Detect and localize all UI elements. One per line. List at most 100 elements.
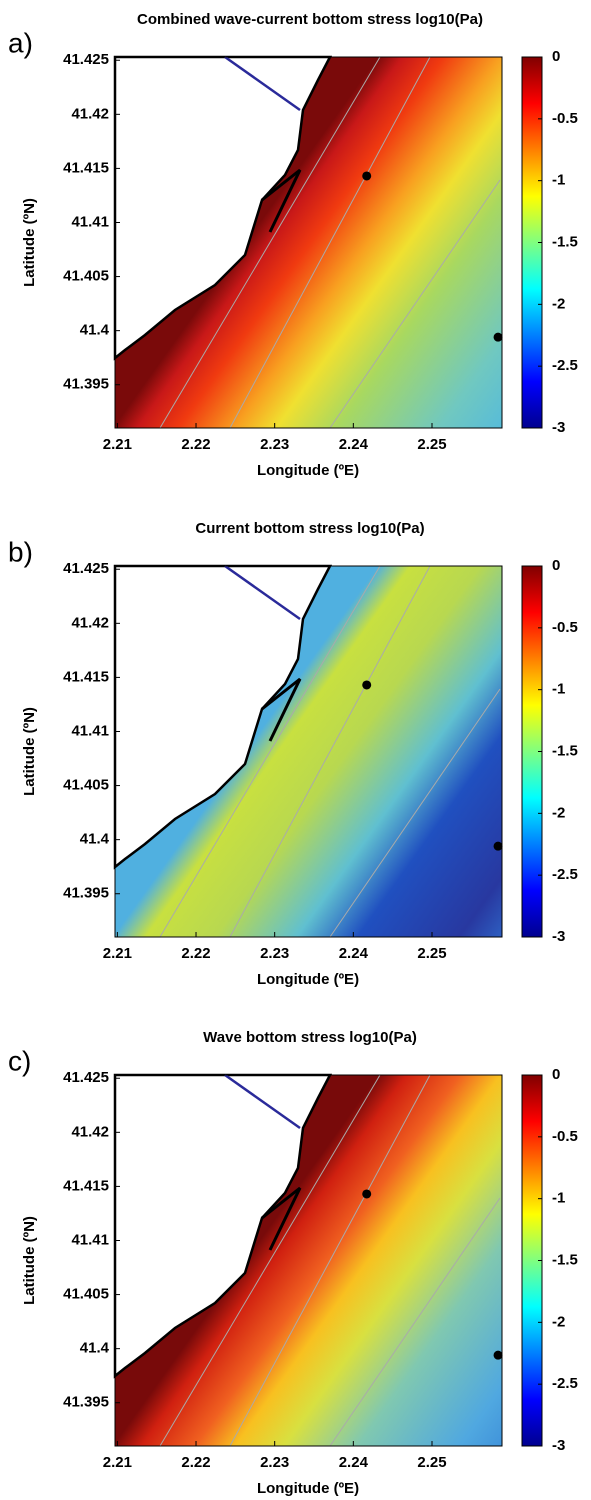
station	[362, 680, 372, 690]
contour	[159, 56, 381, 429]
y-tick-label: 41.42	[71, 1123, 109, 1140]
colorbar-tick-label: 0	[552, 48, 560, 65]
y-tick-label: 41.4	[80, 831, 110, 848]
y-tick-label: 41.395	[63, 376, 109, 393]
colorbar-tick-label: -1.5	[552, 233, 578, 250]
colorbar-tick-label: -2	[552, 1313, 565, 1330]
x-tick-label: 2.23	[260, 1454, 289, 1471]
x-tick-label: 2.25	[417, 436, 446, 453]
y-tick-label: 41.4	[80, 1340, 110, 1357]
y-tick-label: 41.415	[63, 1177, 109, 1194]
x-axis-label: Longitude (ºE)	[257, 462, 359, 479]
jetty	[261, 1186, 302, 1251]
colorbar-tick-label: -2.5	[552, 1375, 578, 1392]
colorbar-tick-label: -0.5	[552, 110, 578, 127]
contour	[229, 565, 431, 938]
panel-label: a)	[8, 27, 33, 58]
breakwater	[224, 564, 301, 621]
y-axis-label: Latitude (ºN)	[21, 707, 38, 796]
x-tick-label: 2.25	[417, 945, 446, 962]
x-tick-label: 2.21	[103, 436, 132, 453]
station	[362, 171, 372, 181]
x-tick-label: 2.24	[339, 1454, 369, 1471]
panel: c) Wave bottom stress log10(Pa) 2.21 2.22 2.…	[8, 1029, 578, 1497]
x-axis-label: Longitude (ºE)	[257, 1480, 359, 1497]
y-tick-label: 41.42	[71, 614, 109, 631]
x-tick-label: 2.22	[181, 945, 210, 962]
panel: b) Current bottom stress log10(Pa) 2.21 2.2…	[8, 520, 578, 988]
colorbar-tick-label: -2	[552, 804, 565, 821]
station	[493, 841, 503, 851]
colorbar-tick-label: -3	[552, 1437, 565, 1454]
x-tick-label: 2.25	[417, 1454, 446, 1471]
y-axis-label: Latitude (ºN)	[21, 1216, 38, 1305]
contour	[229, 1074, 431, 1447]
contour	[159, 565, 381, 938]
colorbar-tick-label: -2	[552, 295, 565, 312]
panel-title: Wave bottom stress log10(Pa)	[203, 1029, 417, 1046]
y-tick-label: 41.415	[63, 668, 109, 685]
contour	[329, 688, 501, 938]
colorbar-tick-label: -2.5	[552, 866, 578, 883]
panel-label: b)	[8, 536, 33, 567]
x-tick-label: 2.22	[181, 1454, 210, 1471]
colorbar-tick-label: -1	[552, 1190, 565, 1207]
colorbar-tick-label: 0	[552, 1066, 560, 1083]
plot-frame	[114, 56, 503, 429]
x-tick-label: 2.23	[260, 945, 289, 962]
panel-label: c)	[8, 1045, 31, 1076]
y-tick-label: 41.41	[71, 213, 109, 230]
y-tick-label: 41.395	[63, 1394, 109, 1411]
jetty	[261, 168, 302, 233]
panel: a) Combined wave-current bottom stress lo…	[8, 11, 578, 479]
y-tick-label: 41.395	[63, 885, 109, 902]
x-tick-label: 2.22	[181, 436, 210, 453]
land	[113, 1073, 333, 1379]
y-tick-label: 41.4	[80, 322, 110, 339]
x-tick-label: 2.24	[339, 436, 369, 453]
y-tick-label: 41.425	[63, 560, 109, 577]
contour	[329, 179, 501, 429]
y-tick-label: 41.425	[63, 1069, 109, 1086]
colorbar-tick-label: 0	[552, 557, 560, 574]
plot-frame	[114, 1074, 503, 1447]
station	[493, 1350, 503, 1360]
panel-title: Combined wave-current bottom stress log1…	[137, 11, 483, 28]
x-tick-label: 2.21	[103, 945, 132, 962]
colorbar-tick-label: -1	[552, 681, 565, 698]
breakwater	[224, 1073, 301, 1130]
colorbar-tick-label: -1	[552, 172, 565, 189]
y-tick-label: 41.425	[63, 51, 109, 68]
x-tick-label: 2.21	[103, 1454, 132, 1471]
jetty	[261, 677, 302, 742]
x-tick-label: 2.24	[339, 945, 369, 962]
station	[362, 1189, 372, 1199]
y-tick-label: 41.405	[63, 268, 109, 285]
colorbar-tick-label: -3	[552, 928, 565, 945]
colorbar-tick-label: -0.5	[552, 619, 578, 636]
land	[113, 564, 333, 870]
y-tick-label: 41.41	[71, 722, 109, 739]
plot-frame	[114, 565, 503, 938]
x-axis-label: Longitude (ºE)	[257, 971, 359, 988]
y-tick-label: 41.42	[71, 105, 109, 122]
y-tick-label: 41.405	[63, 1286, 109, 1303]
y-tick-label: 41.41	[71, 1231, 109, 1248]
contour	[329, 1197, 501, 1447]
x-tick-label: 2.23	[260, 436, 289, 453]
contour	[229, 56, 431, 429]
colorbar-tick-label: -3	[552, 419, 565, 436]
colorbar-tick-label: -0.5	[552, 1128, 578, 1145]
station	[493, 332, 503, 342]
y-tick-label: 41.415	[63, 159, 109, 176]
panel-title: Current bottom stress log10(Pa)	[195, 520, 424, 537]
contour	[159, 1074, 381, 1447]
land	[113, 55, 333, 361]
y-tick-label: 41.405	[63, 777, 109, 794]
colorbar-tick-label: -1.5	[552, 1251, 578, 1268]
colorbar-tick-label: -1.5	[552, 742, 578, 759]
colorbar-tick-label: -2.5	[552, 357, 578, 374]
breakwater	[224, 55, 301, 112]
y-axis-label: Latitude (ºN)	[21, 198, 38, 287]
